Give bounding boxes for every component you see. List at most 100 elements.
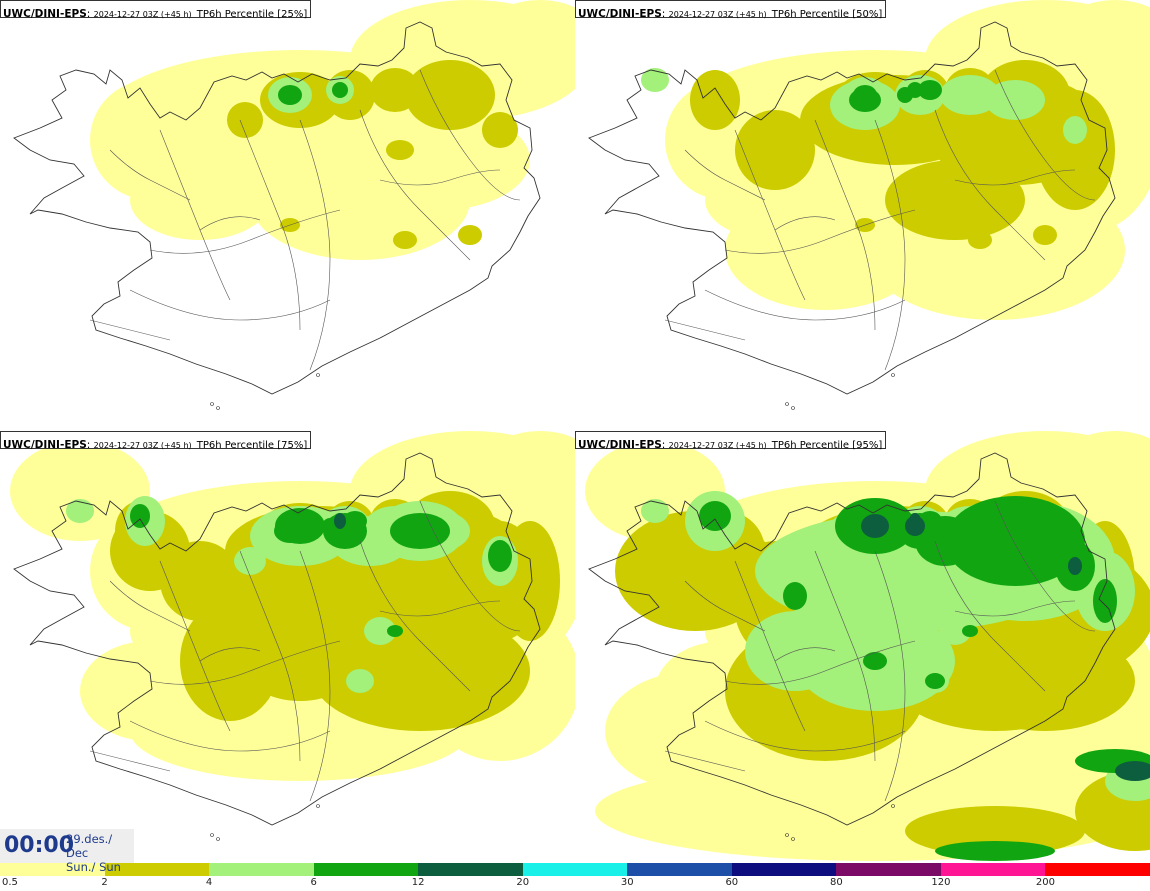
precip-field bbox=[240, 621, 360, 701]
legend-swatch bbox=[836, 863, 942, 876]
legend-swatch bbox=[940, 863, 1047, 876]
precip-field bbox=[1115, 761, 1150, 781]
precip-field bbox=[332, 82, 348, 98]
legend-tick-label: 80 bbox=[829, 877, 843, 888]
region-boundary bbox=[379, 600, 501, 617]
precip-field bbox=[393, 231, 417, 249]
legend-swatch bbox=[418, 863, 524, 876]
valid-time-date: 29.des./ Dec Sun./ Sun bbox=[66, 832, 134, 874]
legend-tick-label: 20 bbox=[516, 877, 530, 888]
iceland-coastline bbox=[13, 452, 541, 826]
region-boundary bbox=[814, 550, 876, 762]
region-boundary bbox=[954, 169, 1076, 186]
precip-field bbox=[405, 60, 495, 130]
run-time: 2024-12-27 03Z (+45 h) bbox=[668, 10, 767, 19]
precip-field bbox=[1055, 431, 1150, 511]
precip-map-p50 bbox=[588, 0, 1150, 410]
precip-field bbox=[1093, 579, 1117, 623]
valid-day-line: Sun./ Sun bbox=[66, 860, 121, 874]
island bbox=[210, 402, 214, 406]
region-boundary bbox=[149, 640, 341, 685]
region-boundary bbox=[664, 319, 746, 341]
region-boundary bbox=[934, 109, 1046, 261]
parameter-name: TP6h Percentile [95%] bbox=[771, 440, 883, 451]
map-panel-p95: UWC/DINI-EPS: 2024-12-27 03Z (+45 h) TP6… bbox=[575, 431, 1150, 862]
region-boundary bbox=[684, 580, 766, 632]
precip-field bbox=[180, 601, 280, 721]
precip-field bbox=[278, 85, 302, 105]
map-panel-p50: UWC/DINI-EPS: 2024-12-27 03Z (+45 h) TP6… bbox=[575, 0, 1150, 431]
region-boundary bbox=[129, 289, 331, 321]
region-boundary bbox=[359, 540, 471, 692]
region-boundary bbox=[109, 580, 191, 632]
region-boundary bbox=[724, 209, 916, 254]
region-boundary bbox=[874, 119, 906, 371]
precip-field bbox=[346, 669, 374, 693]
island bbox=[216, 837, 220, 841]
island bbox=[316, 804, 320, 808]
precip-field bbox=[935, 841, 1055, 861]
valid-time-clock: 00:00 bbox=[4, 833, 75, 858]
region-boundary bbox=[704, 720, 906, 752]
color-legend: 0.5 2 4 6 12 20 30 60 80 120 200 bbox=[0, 863, 1150, 891]
precip-field bbox=[861, 514, 889, 538]
region-boundary bbox=[664, 750, 746, 772]
map-panel-p75: UWC/DINI-EPS: 2024-12-27 03Z (+45 h) TP6… bbox=[0, 431, 575, 862]
precip-field bbox=[915, 516, 975, 566]
precip-field bbox=[482, 112, 518, 148]
legend-swatch bbox=[104, 863, 211, 876]
precip-field bbox=[905, 806, 1085, 856]
precip-map-p95 bbox=[585, 431, 1150, 861]
region-boundary bbox=[239, 119, 301, 331]
island bbox=[785, 402, 789, 406]
precip-field bbox=[390, 513, 450, 549]
region-boundary bbox=[299, 550, 331, 802]
parameter-name: TP6h Percentile [75%] bbox=[196, 440, 308, 451]
region-boundary bbox=[934, 540, 1046, 692]
legend-color-bar bbox=[0, 863, 1150, 876]
valid-time-box: 00:00 29.des./ Dec Sun./ Sun bbox=[0, 829, 134, 874]
region-boundary bbox=[994, 69, 1096, 201]
legend-swatch bbox=[0, 863, 106, 876]
precip-field bbox=[275, 508, 325, 544]
region-boundary bbox=[704, 289, 906, 321]
precip-field bbox=[783, 582, 807, 610]
iceland-coastline bbox=[588, 21, 1116, 395]
precip-field bbox=[66, 499, 94, 523]
island bbox=[316, 373, 320, 377]
legend-tick-label: 120 bbox=[931, 877, 951, 888]
precip-field bbox=[364, 617, 396, 645]
panel-title: UWC/DINI-EPS: 2024-12-27 03Z (+45 h) TP6… bbox=[0, 431, 312, 451]
precip-field bbox=[323, 513, 367, 549]
legend-tick-label: 200 bbox=[1035, 877, 1055, 888]
precip-field bbox=[480, 431, 575, 511]
parameter-name: TP6h Percentile [50%] bbox=[771, 9, 883, 20]
precip-field bbox=[1055, 0, 1150, 80]
precip-field bbox=[925, 673, 945, 689]
region-boundary bbox=[419, 500, 521, 632]
region-boundary bbox=[299, 119, 331, 371]
precip-map-p75 bbox=[10, 431, 575, 841]
precip-field bbox=[905, 516, 925, 536]
precip-field bbox=[10, 441, 150, 541]
valid-date-line: 29.des./ Dec bbox=[66, 832, 113, 860]
legend-tick-label: 4 bbox=[205, 877, 213, 888]
region-boundary bbox=[684, 149, 766, 201]
region-boundary bbox=[874, 550, 906, 802]
precip-field bbox=[488, 540, 512, 572]
precip-field bbox=[227, 102, 263, 138]
region-boundary bbox=[149, 209, 341, 254]
island bbox=[785, 833, 789, 837]
legend-tick-label: 0.5 bbox=[2, 877, 18, 888]
model-name: UWC/DINI-EPS bbox=[3, 439, 87, 451]
region-boundary bbox=[379, 169, 501, 186]
legend-tick-label: 6 bbox=[310, 877, 317, 888]
region-boundary bbox=[994, 500, 1096, 632]
precip-field bbox=[863, 652, 887, 670]
region-boundary bbox=[199, 216, 261, 231]
map-panel-p25: UWC/DINI-EPS: 2024-12-27 03Z (+45 h) TP6… bbox=[0, 0, 575, 431]
precip-field bbox=[334, 513, 346, 529]
region-boundary bbox=[129, 720, 331, 752]
run-time: 2024-12-27 03Z (+45 h) bbox=[93, 10, 192, 19]
panel-title: UWC/DINI-EPS: 2024-12-27 03Z (+45 h) TP6… bbox=[575, 431, 887, 451]
